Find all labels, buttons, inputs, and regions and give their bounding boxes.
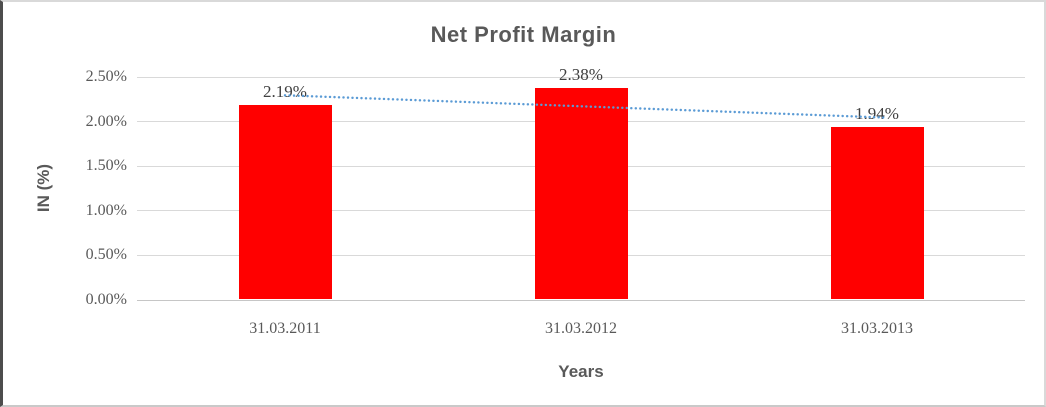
y-tick-label: 0.00% bbox=[85, 291, 127, 308]
gridline bbox=[137, 76, 1025, 78]
y-tick-label: 2.50% bbox=[85, 68, 127, 85]
bar-31.03.2013 bbox=[830, 126, 924, 299]
bar-31.03.2011 bbox=[238, 104, 332, 299]
data-label: 1.94% bbox=[855, 103, 899, 123]
bar-31.03.2012 bbox=[534, 87, 628, 299]
x-tick-label: 31.03.2013 bbox=[841, 320, 913, 337]
gridline bbox=[137, 299, 1025, 301]
x-tick-label: 31.03.2012 bbox=[545, 320, 617, 337]
y-tick-label: 2.00% bbox=[85, 112, 127, 130]
chart-title: Net Profit Margin bbox=[430, 22, 617, 47]
trendline bbox=[283, 94, 887, 119]
x-axis-title: Years bbox=[558, 362, 604, 381]
x-tick-label: 31.03.2011 bbox=[249, 320, 321, 337]
y-tick-label: 1.50% bbox=[85, 157, 127, 175]
plot-area: 2.19% 2.38% 1.94% bbox=[137, 65, 1025, 301]
y-tick-label: 1.00% bbox=[85, 201, 127, 219]
data-label: 2.38% bbox=[559, 64, 603, 84]
data-label: 2.19% bbox=[263, 81, 307, 101]
y-tick-label: 0.50% bbox=[85, 246, 127, 264]
